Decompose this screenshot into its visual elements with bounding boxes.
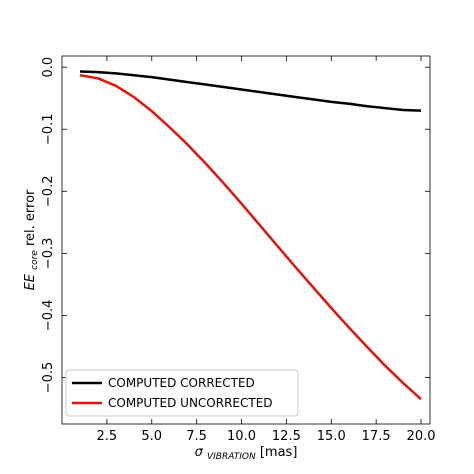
series-line-uncorrected (79, 73, 422, 401)
series-lines (79, 70, 422, 401)
x-tick-label: 5.0 (141, 429, 162, 444)
y-tick-label: −0.4 (41, 300, 56, 332)
y-tick-label: 0.0 (41, 57, 56, 78)
legend-label-corrected: COMPUTED CORRECTED (108, 376, 255, 390)
plot-frame (61, 55, 431, 425)
y-tick-label: −0.2 (41, 175, 56, 207)
x-tick-label: 20.0 (407, 429, 436, 444)
x-axis-label: σ VIBRATION [mas] (195, 445, 298, 463)
legend: COMPUTED CORRECTED COMPUTED UNCORRECTED (65, 369, 299, 417)
legend-box (65, 369, 299, 417)
x-axis-label-subscript: VIBRATION (207, 452, 256, 462)
x-tick-label: 12.5 (272, 429, 301, 444)
x-tick-label: 2.5 (97, 429, 118, 444)
y-tick-label: −0.3 (41, 238, 56, 270)
x-tick-label: 10.0 (227, 429, 256, 444)
series-line-corrected (79, 70, 422, 112)
y-axis-label-symbol: EE (23, 273, 38, 290)
x-axis-label-symbol: σ (195, 445, 204, 460)
x-tick-label: 17.5 (362, 429, 391, 444)
x-tick-label: 7.5 (186, 429, 207, 444)
y-axis-label-subscript: core (30, 250, 40, 270)
x-axis-label-suffix: [mas] (260, 445, 298, 460)
y-axis-ticks: 0.0 −0.1 −0.2 −0.3 −0.4 −0.5 (41, 57, 430, 393)
y-axis-label-suffix: rel. error (23, 189, 38, 246)
plot-area (61, 55, 431, 425)
x-axis-ticks: 2.5 5.0 7.5 10.0 12.5 15.0 17.5 20.0 (97, 56, 436, 444)
y-tick-label: −0.5 (41, 362, 56, 394)
x-tick-label: 15.0 (317, 429, 346, 444)
y-axis-label: EE core rel. error (23, 189, 41, 290)
y-tick-label: −0.1 (41, 113, 56, 145)
legend-label-uncorrected: COMPUTED UNCORRECTED (108, 396, 273, 410)
